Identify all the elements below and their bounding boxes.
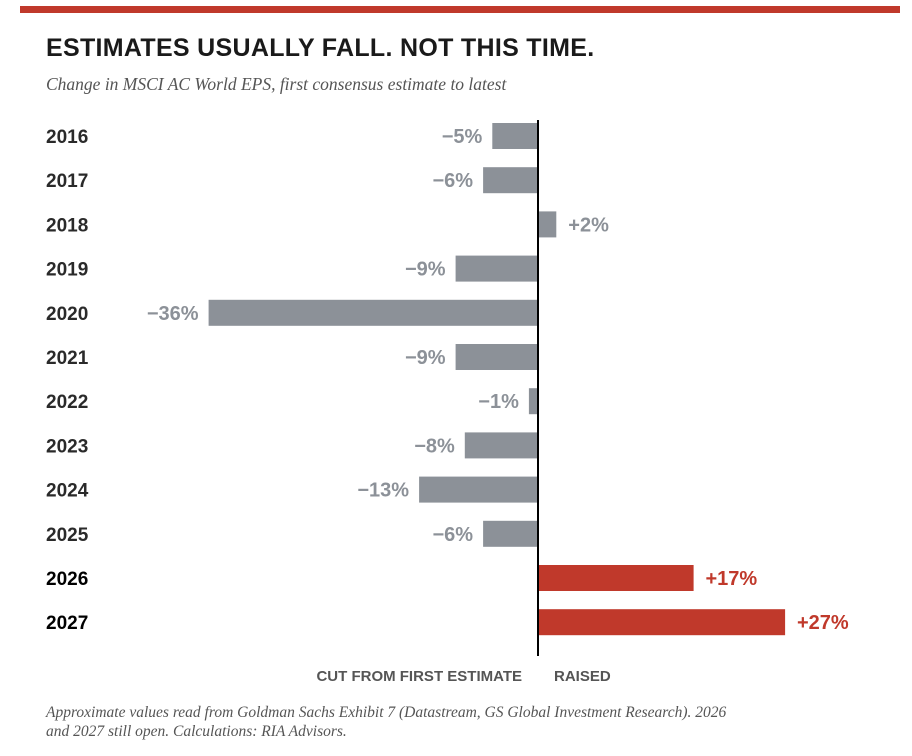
year-label-2025: 2025 bbox=[46, 525, 89, 546]
value-label-2019: −9% bbox=[405, 259, 446, 281]
value-label-2017: −6% bbox=[433, 170, 474, 192]
value-labels-group: −5% −6% +2% −9% −36% −9% −1% −8% −13% −6% +17% +27% bbox=[147, 126, 849, 634]
bar-2022 bbox=[528, 388, 539, 415]
axis-label-cut: CUT FROM FIRST ESTIMATE bbox=[316, 668, 522, 685]
bar-2019 bbox=[455, 255, 538, 282]
bar-2020 bbox=[208, 299, 538, 326]
bar-chart: −5% −6% +2% −9% −36% −9% −1% −8% −13% −6% +17% +27%… bbox=[46, 120, 849, 685]
bar-2025 bbox=[483, 520, 538, 547]
year-label-2027: 2027 bbox=[46, 613, 88, 634]
axis-label-raised: RAISED bbox=[554, 668, 611, 685]
year-label-2022: 2022 bbox=[46, 392, 88, 413]
year-label-2023: 2023 bbox=[46, 436, 88, 457]
year-label-2021: 2021 bbox=[46, 348, 89, 369]
bar-2024 bbox=[419, 476, 539, 503]
bar-2027 bbox=[538, 609, 786, 636]
bar-2023 bbox=[464, 432, 538, 459]
bar-2026 bbox=[538, 565, 694, 591]
value-label-2024: −13% bbox=[357, 480, 409, 502]
value-label-2021: −9% bbox=[405, 347, 446, 369]
value-label-2022: −1% bbox=[478, 391, 519, 413]
chart-subtitle: Change in MSCI AC World EPS, first conse… bbox=[46, 74, 507, 94]
year-labels-group: 2016 2017 2018 2019 2020 2021 2022 2023 2024 2025… bbox=[46, 127, 89, 634]
chart-title: ESTIMATES USUALLY FALL. NOT THIS TIME. bbox=[46, 34, 595, 62]
year-label-2019: 2019 bbox=[46, 260, 88, 281]
value-label-2027: +27% bbox=[797, 612, 849, 634]
value-label-2016: −5% bbox=[442, 126, 483, 148]
footnote: Approximate values read from Goldman Sac… bbox=[46, 704, 727, 740]
year-label-2016: 2016 bbox=[46, 127, 88, 148]
year-label-2020: 2020 bbox=[46, 304, 88, 325]
bar-2018 bbox=[538, 211, 557, 238]
value-label-2018: +2% bbox=[568, 214, 609, 236]
bars-group bbox=[208, 123, 786, 636]
bar-2021 bbox=[455, 344, 538, 370]
year-label-2018: 2018 bbox=[46, 215, 88, 236]
year-label-2017: 2017 bbox=[46, 171, 88, 192]
bar-2016 bbox=[492, 123, 539, 149]
value-label-2023: −8% bbox=[414, 435, 455, 457]
year-label-2024: 2024 bbox=[46, 481, 89, 502]
value-label-2020: −36% bbox=[147, 303, 199, 325]
top-accent-rule bbox=[20, 6, 900, 13]
value-label-2026: +17% bbox=[706, 568, 758, 590]
value-label-2025: −6% bbox=[433, 524, 474, 546]
year-label-2026: 2026 bbox=[46, 569, 88, 590]
bar-2017 bbox=[483, 167, 538, 194]
